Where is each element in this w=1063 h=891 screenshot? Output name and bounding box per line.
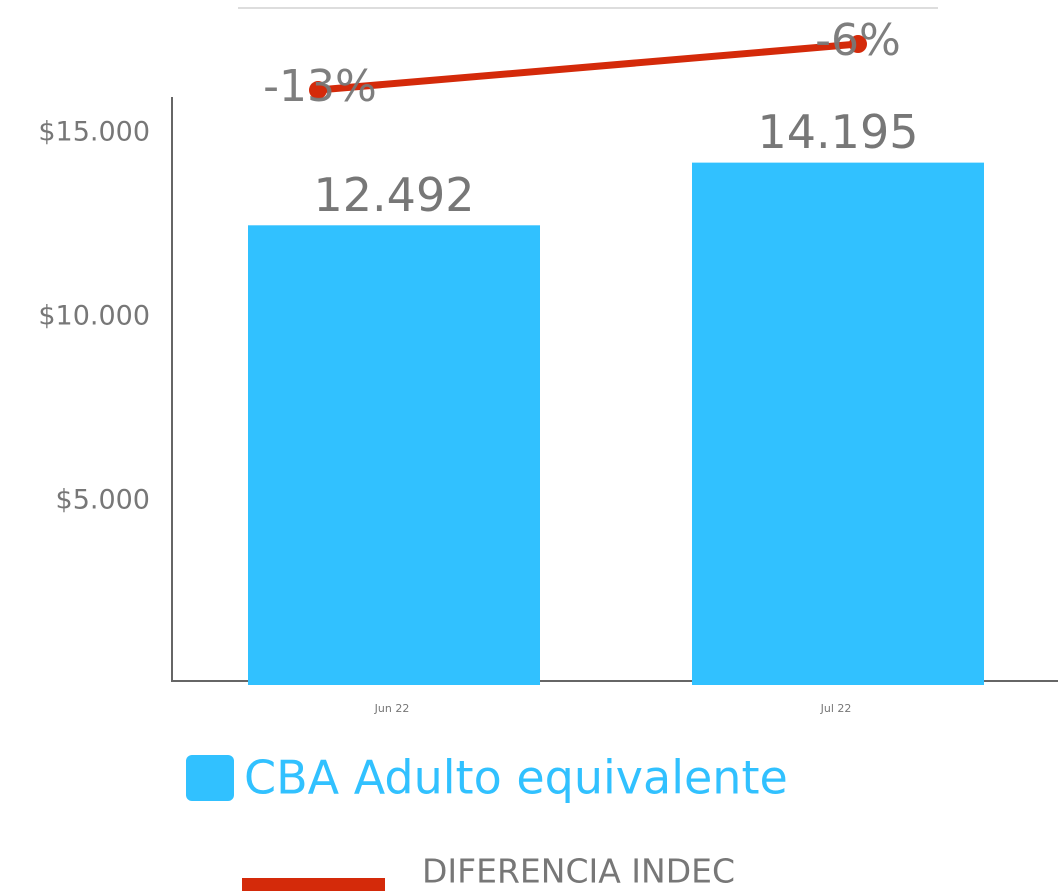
x-tick-label: Jul 22 <box>820 702 852 715</box>
legend-label: CBA Adulto equivalente <box>244 751 788 805</box>
value-label: -6% <box>815 15 901 66</box>
bar <box>692 162 984 685</box>
y-tick-label: $15.000 <box>38 117 150 148</box>
line-point <box>309 81 327 100</box>
y-tick-label: $5.000 <box>56 485 150 516</box>
value-label: -13% <box>263 61 377 112</box>
line-point <box>849 35 867 54</box>
value-label: 12.492 <box>314 168 475 222</box>
bar <box>248 225 540 685</box>
legend-swatch <box>186 755 234 801</box>
legend-label: DIFERENCIA INDEC <box>422 852 735 891</box>
y-tick-label: $10.000 <box>38 301 150 332</box>
value-label: 14.195 <box>758 105 919 159</box>
x-tick-label: Jun 22 <box>374 702 410 715</box>
legend-swatch <box>242 878 385 891</box>
line <box>317 40 859 94</box>
